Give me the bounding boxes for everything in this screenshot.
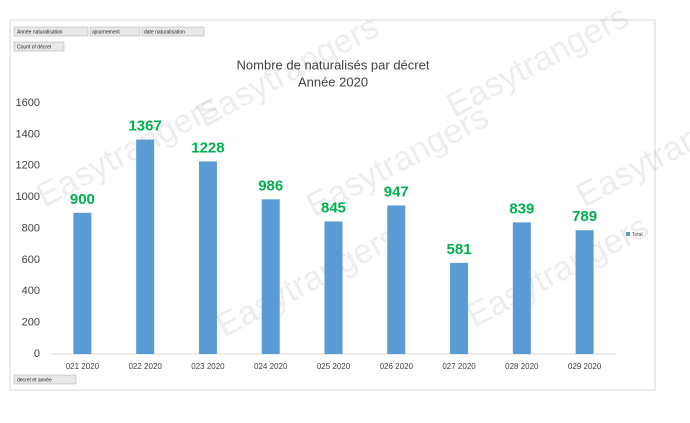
values-label: Count of décret <box>17 44 52 50</box>
x-tick-label: 021 2020 <box>66 362 100 371</box>
x-tick-label: 026 2020 <box>380 362 414 371</box>
y-tick-label: 1400 <box>16 128 40 140</box>
data-label: 900 <box>70 191 95 208</box>
y-tick-label: 1200 <box>16 160 40 172</box>
x-tick-label: 023 2020 <box>191 362 225 371</box>
y-tick-label: 0 <box>34 348 40 360</box>
data-label: 845 <box>321 199 346 216</box>
axis-button[interactable] <box>13 374 77 385</box>
bar <box>450 262 469 354</box>
x-tick-label: 027 2020 <box>442 362 476 371</box>
data-label: 789 <box>572 208 597 225</box>
data-label: 986 <box>258 177 283 194</box>
bar <box>575 230 594 354</box>
bar <box>512 222 531 354</box>
data-label: 839 <box>509 200 534 217</box>
axis-label: decret et année <box>17 377 52 383</box>
bar <box>198 161 217 354</box>
filter-button[interactable] <box>141 26 205 37</box>
legend-label: Total <box>632 232 643 238</box>
x-tick-label: 022 2020 <box>128 362 162 371</box>
chart-title: Nombre de naturalisés par décret <box>237 57 430 72</box>
y-tick-label: 1600 <box>16 97 40 109</box>
y-tick-label: 600 <box>22 254 40 266</box>
y-tick-label: 1000 <box>16 191 40 203</box>
legend-swatch <box>626 232 630 236</box>
y-tick-label: 400 <box>22 285 40 297</box>
x-tick-label: 025 2020 <box>317 362 351 371</box>
bar <box>73 212 92 354</box>
data-label: 1367 <box>128 118 161 135</box>
x-tick-label: 024 2020 <box>254 362 288 371</box>
y-tick-label: 200 <box>22 317 40 329</box>
y-tick-label: 800 <box>22 222 40 234</box>
bar <box>261 199 280 354</box>
x-tick-label: 028 2020 <box>505 362 539 371</box>
filter-label: date naturalisation <box>144 29 185 35</box>
x-tick-label: 029 2020 <box>568 362 602 371</box>
filter-label: Année naturalisation <box>17 29 63 35</box>
values-button[interactable] <box>13 41 65 52</box>
bar <box>324 221 343 354</box>
data-label: 947 <box>384 183 409 200</box>
filter-button[interactable] <box>13 26 89 37</box>
filter-label: ajournement <box>92 29 120 35</box>
bar <box>136 139 155 354</box>
bar <box>387 205 406 354</box>
chart-subtitle: Année 2020 <box>298 74 368 89</box>
data-label: 581 <box>447 241 472 258</box>
filter-button[interactable] <box>89 26 141 37</box>
data-label: 1228 <box>191 139 224 156</box>
